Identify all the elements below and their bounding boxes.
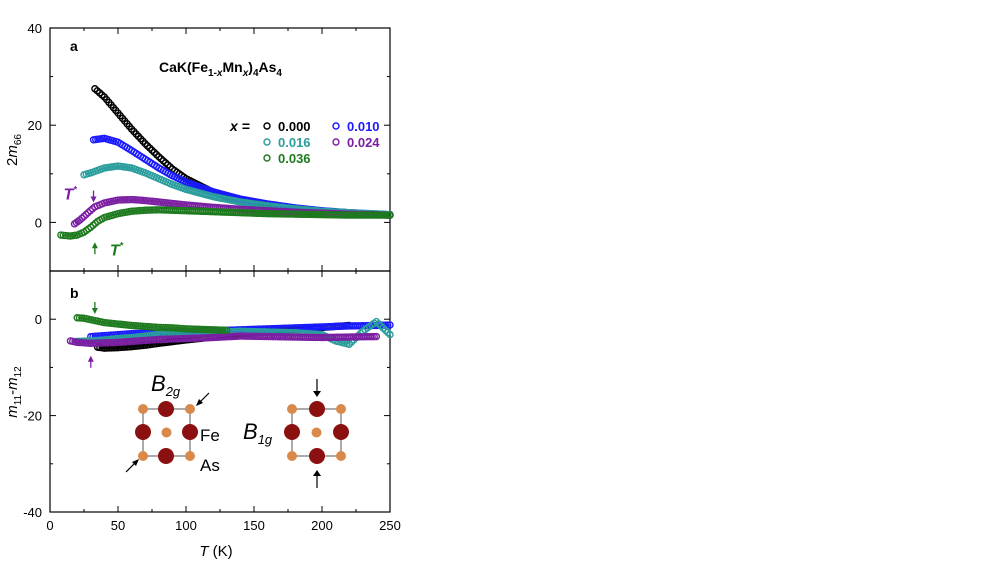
fe-label: Fe xyxy=(200,426,220,445)
fe-atom xyxy=(158,401,174,417)
tstar-label: T* xyxy=(64,185,78,204)
fe-atom xyxy=(309,401,325,417)
as-atom xyxy=(138,404,148,414)
panel-b-data xyxy=(66,301,394,368)
legend-item-0.000: 0.000 xyxy=(263,119,311,134)
as-atom xyxy=(336,451,346,461)
data-point xyxy=(76,216,84,224)
b1g-label: B1g xyxy=(243,419,273,447)
legend-label: 0.036 xyxy=(278,151,311,166)
crystal-inset: B2g Fe As B1g xyxy=(125,371,349,488)
panel-a-data: T* T* xyxy=(57,85,394,259)
data-point xyxy=(386,211,394,219)
panel-a-frame xyxy=(49,27,391,272)
legend-item-0.024: 0.024 xyxy=(332,135,380,150)
legend-label: 0.010 xyxy=(347,119,380,134)
panel-b-label: b xyxy=(70,285,79,301)
series-0.024-b xyxy=(66,332,381,347)
legend-item-0.010: 0.010 xyxy=(332,119,380,134)
panel-a-ylabel: 2m66 xyxy=(4,134,24,166)
as-atom xyxy=(185,451,195,461)
y-tick-label-a: 20 xyxy=(28,118,42,133)
b1g-arrowhead-top xyxy=(313,391,321,397)
panel-b-frame xyxy=(49,270,391,513)
as-label: As xyxy=(200,456,220,475)
tstar-annotation: T* xyxy=(91,240,124,259)
data-point xyxy=(80,212,88,221)
b2g-arrowhead-top xyxy=(196,399,203,406)
data-point xyxy=(372,332,381,341)
as-atom xyxy=(287,451,297,461)
axis-ticks: 0 20 40 -40 -20 0 0 50 100 150 200 250 xyxy=(23,21,401,533)
x-axis-label: T (K) xyxy=(199,543,232,560)
y-tick-label-a: 40 xyxy=(28,21,42,36)
series-0.036-b xyxy=(73,314,231,334)
y-tick-label-b: 0 xyxy=(35,312,42,327)
legend-marker xyxy=(332,138,340,146)
legend-label: 0.016 xyxy=(278,135,311,150)
panel-a-label: a xyxy=(70,38,78,54)
x-tick-label: 100 xyxy=(175,518,197,533)
legend-label: 0.000 xyxy=(278,119,311,134)
x-tick-label: 0 xyxy=(46,518,53,533)
b2g-label: B2g xyxy=(151,371,181,399)
panel-b-ylabel: m11-m12 xyxy=(4,366,24,418)
legend-marker xyxy=(332,122,340,130)
x-tick-label: 50 xyxy=(111,518,125,533)
legend-marker xyxy=(263,154,271,162)
data-point xyxy=(386,330,394,339)
y-tick-label-b: -40 xyxy=(23,505,42,520)
b2g-arrowhead-bottom xyxy=(132,459,139,466)
y-tick-label-b: -20 xyxy=(23,409,42,424)
fe-atom xyxy=(333,424,349,440)
fe-atom xyxy=(309,448,325,464)
tstar-annotation: T* xyxy=(64,185,97,204)
legend-item-0.036: 0.036 xyxy=(263,151,311,166)
as-atom xyxy=(336,404,346,414)
tstar-label: T* xyxy=(110,240,124,259)
fe-atom xyxy=(182,424,198,440)
as-atom xyxy=(185,404,195,414)
data-point xyxy=(78,214,86,222)
tstar-annotation xyxy=(91,301,98,314)
as-atom xyxy=(161,427,172,438)
tstar-annotation xyxy=(87,355,94,368)
series-0.036-a xyxy=(57,206,394,240)
y-tick-label-a: 0 xyxy=(35,215,42,230)
x-tick-label: 200 xyxy=(311,518,333,533)
legend-marker xyxy=(263,122,271,130)
b1g-arrowhead-bottom xyxy=(313,470,321,476)
as-atom xyxy=(138,451,148,461)
fe-atom xyxy=(284,424,300,440)
as-atom xyxy=(311,427,322,438)
legend-marker xyxy=(263,138,271,146)
legend-item-0.016: 0.016 xyxy=(263,135,311,150)
fe-atom xyxy=(135,424,151,440)
data-point xyxy=(386,321,394,329)
data-point xyxy=(223,326,231,334)
x-tick-label: 150 xyxy=(243,518,265,533)
legend-prefix: x = xyxy=(229,118,250,134)
fe-atom xyxy=(158,448,174,464)
as-atom xyxy=(287,404,297,414)
x-tick-label: 250 xyxy=(379,518,401,533)
compound-title: CaK(Fe1-xMnx)4As4 xyxy=(159,59,282,79)
legend-label: 0.024 xyxy=(347,135,380,150)
data-point xyxy=(82,210,90,219)
